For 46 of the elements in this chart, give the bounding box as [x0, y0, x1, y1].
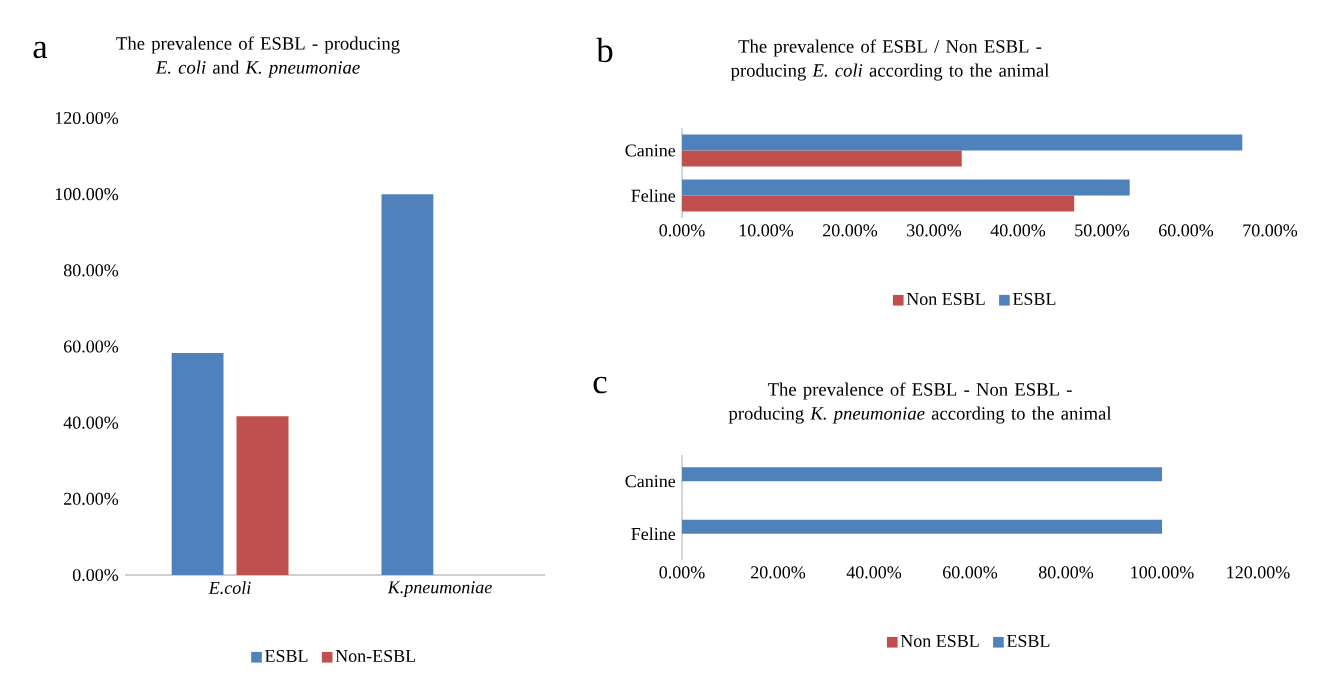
y-tick-label: Canine: [625, 475, 676, 488]
bar: [236, 416, 289, 575]
x-tick-label: 0.00%: [659, 224, 705, 237]
y-tick-label: Feline: [631, 527, 676, 541]
y-tick-label: 80.00%: [63, 264, 119, 277]
x-tick-label: 30.00%: [907, 224, 962, 237]
bar: [381, 194, 434, 575]
chart-title: The prevalence of ESBL - Non ESBL - producing K. pneumoniae according to the animal: [728, 382, 1112, 424]
y-tick-label: 60.00%: [64, 340, 119, 353]
x-tick-label: 40.00%: [990, 224, 1046, 237]
y-tick-label: 100.00%: [55, 188, 119, 201]
bar: [682, 179, 1130, 196]
y-tick-label: Canine: [625, 144, 676, 157]
x-tick-label: 0.00%: [659, 566, 705, 579]
x-tick-label: 10.00%: [739, 224, 794, 237]
x-tick-label: 70.00%: [1243, 224, 1298, 237]
x-tick-label: 80.00%: [1038, 566, 1094, 579]
legend-label: Non-ESBL: [335, 649, 416, 663]
x-tick-label: 40.00%: [846, 566, 902, 579]
y-tick-label: 120.00%: [55, 111, 119, 125]
x-tick-label: 60.00%: [1159, 224, 1214, 237]
legend-label: ESBL: [1012, 292, 1056, 306]
x-tick-label: E.coli: [208, 581, 251, 595]
x-tick-label: K.pneumoniae: [387, 581, 492, 598]
x-tick-label: 20.00%: [823, 224, 878, 237]
legend-label: Non ESBL: [900, 634, 979, 648]
bar: [682, 195, 1075, 212]
x-tick-label: 50.00%: [1075, 224, 1130, 237]
x-tick-label: 120.00%: [1227, 566, 1290, 579]
text: a: [33, 41, 48, 59]
y-tick-label: 20.00%: [64, 492, 119, 505]
y-tick-label: 40.00%: [63, 416, 119, 429]
x-tick-label: 60.00%: [943, 566, 998, 579]
legend-label: ESBL: [265, 649, 308, 663]
chart-title: The prevalence of ESBL - producing E. coli and K. pneumoniae: [116, 36, 400, 78]
text: b: [596, 37, 613, 63]
legend-label: Non ESBL: [906, 292, 985, 306]
bar: [682, 134, 1243, 151]
chart-title: The prevalence of ESBL / Non ESBL - producing E. coli according to the animal: [730, 39, 1050, 81]
y-tick-label: Feline: [631, 189, 676, 202]
x-tick-label: 20.00%: [751, 566, 806, 579]
legend-label: ESBL: [1006, 634, 1050, 648]
x-tick-label: 100.00%: [1131, 566, 1194, 579]
bar: [682, 150, 962, 167]
bar: [171, 352, 224, 575]
text: c: [593, 376, 607, 394]
